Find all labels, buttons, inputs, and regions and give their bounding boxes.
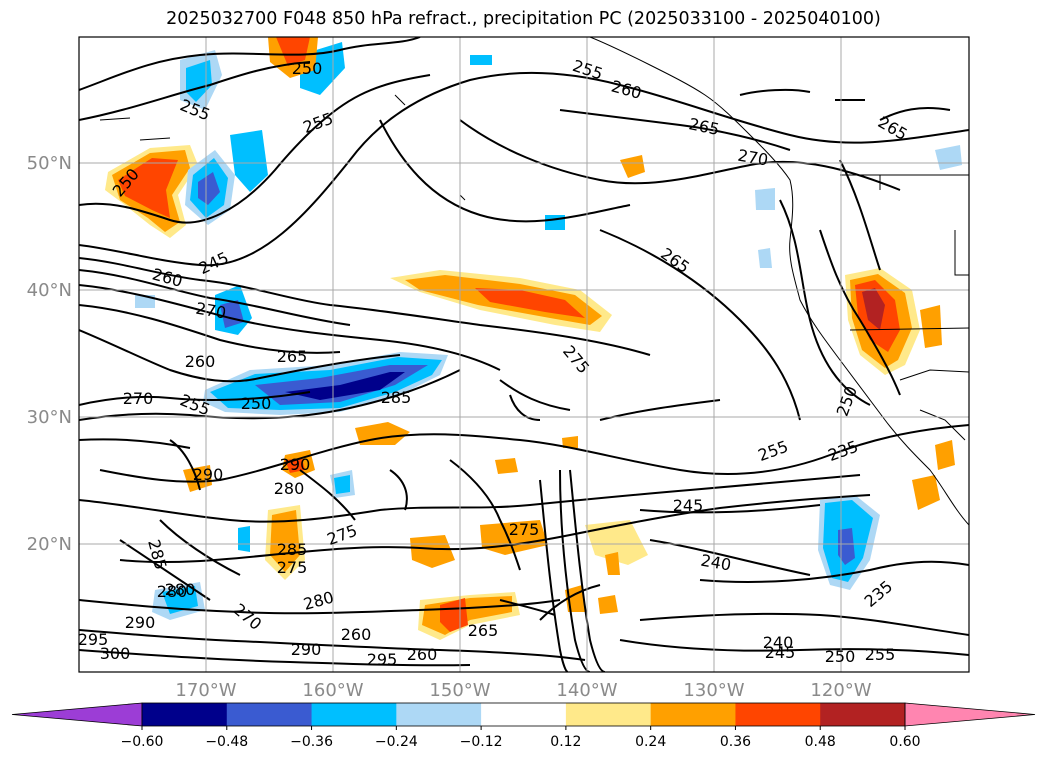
contour-label: 270 xyxy=(123,389,154,408)
colorbar-tick-label: −0.12 xyxy=(460,734,503,750)
colorbar: −0.60 −0.48 −0.36 −0.24 −0.12 0.12 0.24 0.36 0.4… xyxy=(11,702,1036,750)
lat-label-40n: 40°N xyxy=(27,280,72,301)
colorbar-tick-label: −0.36 xyxy=(290,734,333,750)
colorbar-tick-label: 0.60 xyxy=(889,734,920,750)
colorbar-tick-label: 0.36 xyxy=(720,734,751,750)
contour-label: 285 xyxy=(381,388,412,407)
colorbar-extend-high xyxy=(904,702,1036,727)
longitude-labels: 170°W 160°W 150°W 140°W 130°W 120°W xyxy=(175,680,871,701)
contour-label: 280 xyxy=(274,479,305,498)
contour-label: 245 xyxy=(673,496,704,515)
contour-label: 265 xyxy=(277,347,308,366)
latitude-labels: 50°N 40°N 30°N 20°N xyxy=(27,153,72,555)
contour-label: 285 xyxy=(277,540,308,559)
contour-label: 290 xyxy=(193,465,224,484)
colorbar-segment xyxy=(311,703,397,726)
contour-label: 265 xyxy=(468,621,499,640)
colorbar-segment xyxy=(735,703,821,726)
contour-label: 290 xyxy=(280,455,311,474)
colorbar-segment xyxy=(396,703,482,726)
lon-label-130w: 130°W xyxy=(683,680,744,701)
colorbar-tick-label: 0.24 xyxy=(635,734,666,750)
contour-label: 240 xyxy=(763,633,794,652)
contour-label: 280 xyxy=(157,582,188,601)
contour-label: 250 xyxy=(825,647,856,666)
colorbar-segment xyxy=(650,703,736,726)
lon-label-160w: 160°W xyxy=(302,680,363,701)
contour-label: 250 xyxy=(292,59,323,78)
contour-label: 290 xyxy=(291,640,322,659)
coastlines xyxy=(99,37,969,526)
colorbar-tick-label: −0.60 xyxy=(121,734,164,750)
lon-label-140w: 140°W xyxy=(556,680,617,701)
contour-label: 295 xyxy=(78,630,109,649)
colorbar-segment xyxy=(142,703,228,726)
precipitation-shading xyxy=(105,37,962,640)
contour-label: 275 xyxy=(509,520,540,539)
chart-title: 2025032700 F048 850 hPa refract., precip… xyxy=(166,9,881,29)
colorbar-segment xyxy=(226,703,313,726)
contour-label: 260 xyxy=(185,352,216,371)
map-area xyxy=(79,37,969,672)
lon-label-120w: 120°W xyxy=(810,680,871,701)
colorbar-segment xyxy=(820,703,906,726)
lat-label-30n: 30°N xyxy=(27,407,72,428)
colorbar-tick-label: −0.24 xyxy=(375,734,418,750)
lon-label-170w: 170°W xyxy=(175,680,236,701)
colorbar-tick-label: 0.48 xyxy=(805,734,836,750)
colorbar-frame xyxy=(141,702,906,727)
contour-label: 250 xyxy=(241,394,272,413)
lat-label-50n: 50°N xyxy=(27,153,72,174)
colorbar-extend-low xyxy=(11,702,143,727)
colorbar-segment xyxy=(565,703,652,726)
map-frame xyxy=(78,36,970,673)
colorbar-tick-label: −0.48 xyxy=(205,734,248,750)
contour-label: 295 xyxy=(367,650,398,669)
colorbar-tick-label: 0.12 xyxy=(550,734,581,750)
contour-label: 255 xyxy=(865,645,896,664)
contour-label: 245 xyxy=(765,643,796,662)
contour-label: 260 xyxy=(341,625,372,644)
contour-label: 260 xyxy=(407,645,438,664)
contour-label: 300 xyxy=(100,644,131,663)
contour-label: 290 xyxy=(125,613,156,632)
contour-label: 280 xyxy=(165,580,196,599)
colorbar-segment xyxy=(481,703,567,726)
contour-label: 275 xyxy=(277,558,308,577)
lon-label-150w: 150°W xyxy=(429,680,490,701)
lat-label-20n: 20°N xyxy=(27,534,72,555)
graticule xyxy=(79,37,969,672)
